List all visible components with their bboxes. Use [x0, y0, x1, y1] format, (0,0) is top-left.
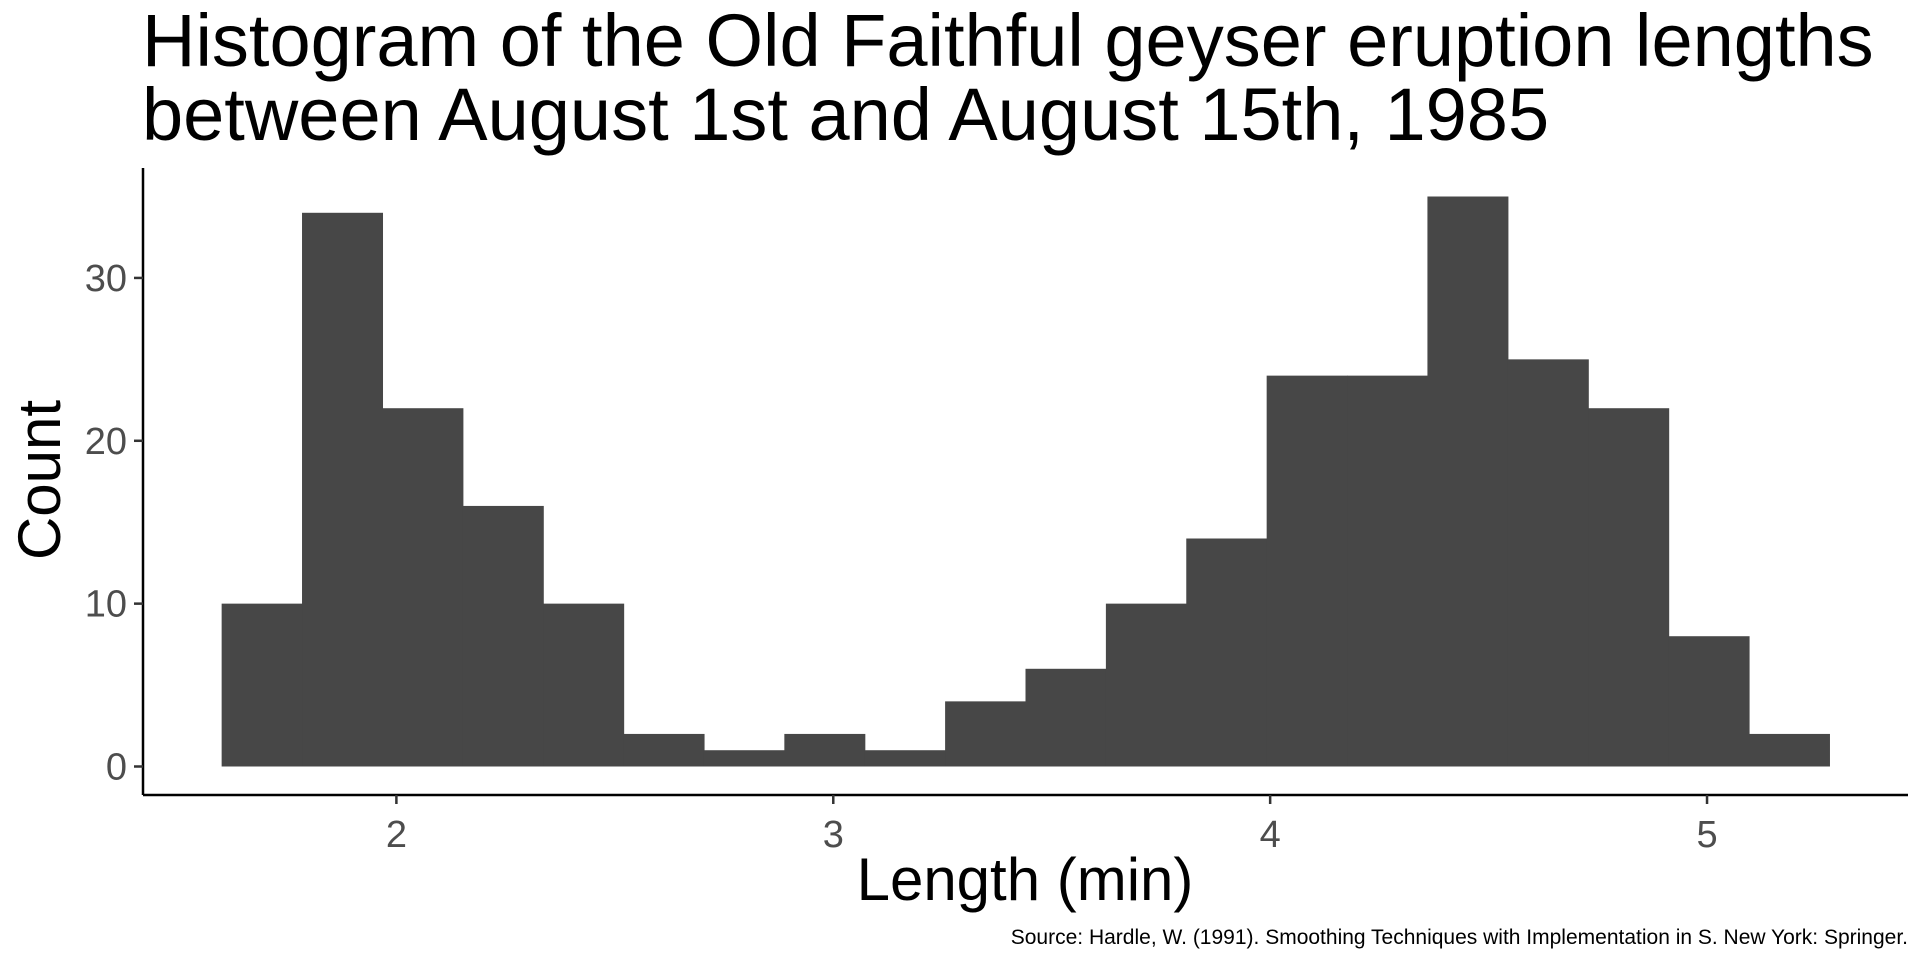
y-tick-label: 10: [85, 584, 127, 626]
histogram-bar: [382, 408, 464, 767]
y-axis-title: Count: [6, 400, 73, 560]
histogram-bar: [1588, 408, 1670, 767]
histogram-bar: [1347, 375, 1429, 767]
y-tick-label: 30: [85, 258, 127, 300]
x-tick-label: 4: [1260, 814, 1281, 856]
histogram-bar: [462, 505, 544, 767]
x-tick-label: 5: [1696, 814, 1717, 856]
source-caption: Source: Hardle, W. (1991). Smoothing Tec…: [1011, 926, 1908, 949]
histogram-bar: [703, 750, 785, 767]
histogram-bar: [1186, 538, 1268, 767]
x-tick-label: 3: [823, 814, 844, 856]
histogram-bar: [1266, 375, 1348, 767]
histogram-bar: [623, 733, 705, 767]
histogram-bar: [1105, 603, 1187, 767]
histogram-bar: [221, 603, 303, 767]
histogram-bar: [1668, 636, 1750, 767]
x-axis-title: Length (min): [857, 846, 1194, 913]
y-tick-label: 20: [85, 421, 127, 463]
chart-title-line-2: between August 1st and August 15th, 1985: [142, 73, 1549, 156]
axis-ticks: 0 10 20 30 2 3 4 5: [85, 258, 1718, 856]
chart-title-line-1: Histogram of the Old Faithful geyser eru…: [142, 0, 1874, 82]
histogram-bar: [1507, 359, 1589, 767]
histogram-bar: [302, 212, 384, 767]
histogram-bar: [864, 750, 946, 767]
histogram-bar: [1748, 733, 1830, 767]
histogram-bar: [1025, 668, 1107, 767]
histogram-bar: [945, 701, 1027, 767]
y-tick-label: 0: [106, 747, 127, 789]
histogram-bar: [784, 733, 866, 767]
histogram-bar: [1427, 196, 1509, 767]
x-tick-label: 2: [386, 814, 407, 856]
histogram-bars: [221, 196, 1830, 767]
histogram-bar: [543, 603, 625, 767]
